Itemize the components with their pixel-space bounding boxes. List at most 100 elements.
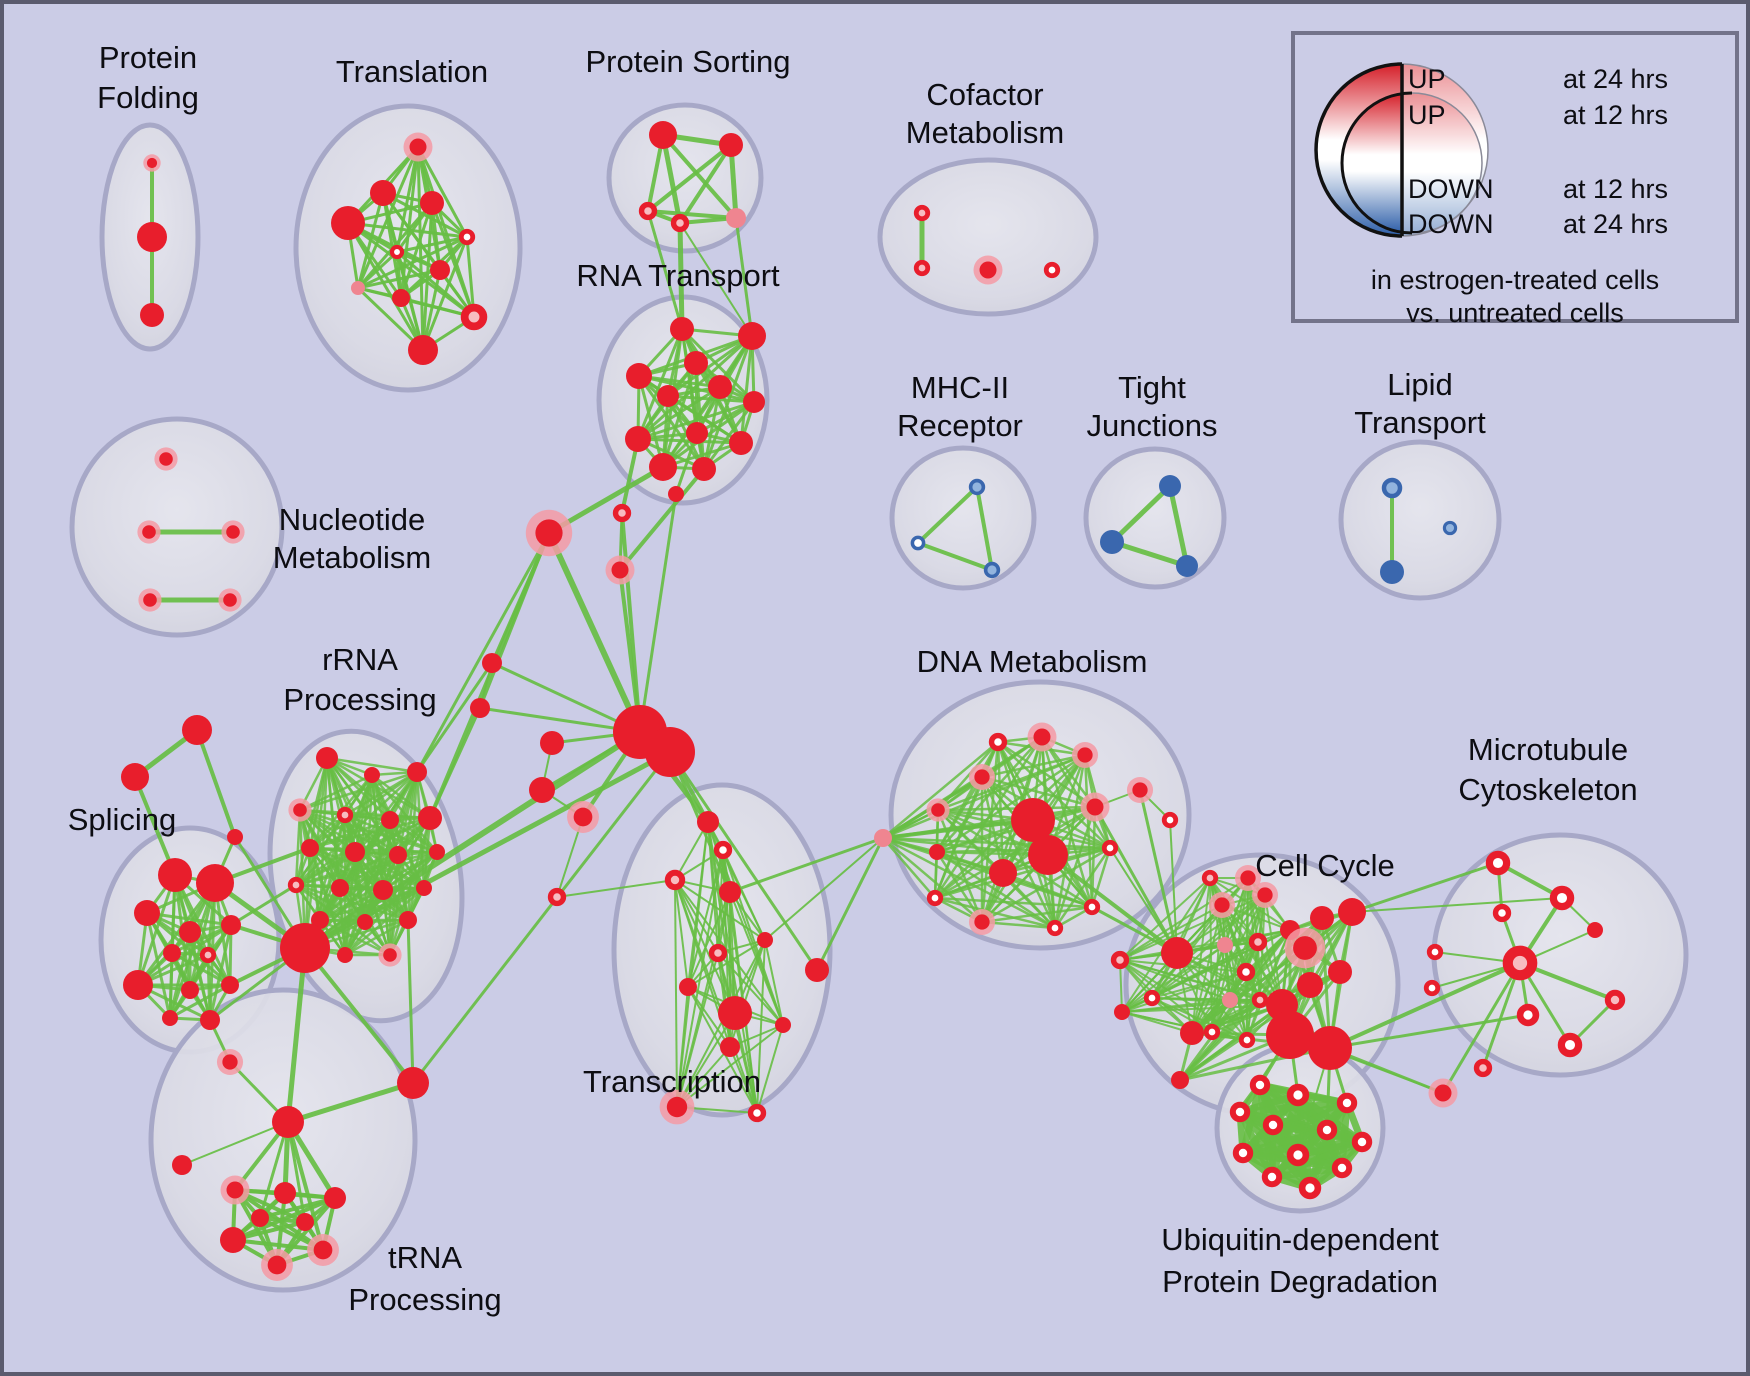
- gene-node-r: [775, 1017, 791, 1033]
- cluster-bubble-nucleotide-metabolism: [69, 416, 285, 638]
- cluster-label-rrna-processing: Processing: [283, 682, 436, 717]
- gene-node-h: [968, 908, 996, 936]
- gene-node-r: [397, 1067, 429, 1099]
- gene-node-r: [697, 811, 719, 833]
- gene-node-h: [403, 132, 433, 162]
- gene-node-w: [458, 228, 476, 246]
- legend: UP at 24 hrs UP at 12 hrs DOWN at 12 hrs DOWN a…: [1291, 31, 1739, 328]
- gene-node-r: [1308, 1026, 1352, 1070]
- gene-node-r: [482, 653, 502, 673]
- edge: [1329, 961, 1521, 1050]
- gene-node-w: [1426, 943, 1444, 961]
- edge: [428, 707, 482, 819]
- gene-node-w: [1423, 979, 1441, 997]
- gene-node-r: [684, 351, 708, 375]
- edge: [319, 888, 384, 922]
- gene-node-w: [1261, 1166, 1283, 1188]
- cluster-label-splicing: Splicing: [68, 802, 177, 837]
- edge: [739, 335, 754, 444]
- edge: [326, 756, 418, 774]
- edge: [1190, 928, 1292, 1035]
- gene-node-r: [196, 864, 234, 902]
- cluster-label-tight-junctions: Junctions: [1087, 408, 1218, 443]
- gene-node-r: [162, 1010, 178, 1026]
- gene-node-r: [220, 1227, 246, 1253]
- edge: [882, 836, 1111, 850]
- cluster-label-mhc-ii-receptor: MHC-II: [911, 370, 1009, 405]
- edge: [416, 146, 469, 238]
- gene-node-w: [1262, 1114, 1284, 1136]
- edge: [674, 879, 719, 954]
- gene-node-P: [351, 281, 365, 295]
- gene-node-r: [729, 431, 753, 455]
- gene-node-h: [525, 509, 573, 557]
- gene-node-r: [137, 222, 167, 252]
- gene-node-r: [163, 944, 181, 962]
- edge: [637, 385, 721, 441]
- edge: [295, 850, 356, 887]
- edge: [674, 879, 689, 988]
- gene-node-r: [692, 457, 716, 481]
- edge: [674, 821, 709, 881]
- gene-node-p: [913, 259, 931, 277]
- edge: [717, 952, 784, 1026]
- gene-node-r: [227, 829, 243, 845]
- edge: [729, 1046, 758, 1114]
- gene-node-w: [747, 1103, 767, 1123]
- gene-node-w: [1238, 1031, 1256, 1049]
- edge: [933, 776, 984, 899]
- gene-node-h: [1071, 741, 1099, 769]
- edge: [299, 773, 373, 812]
- gene-node-r: [670, 317, 694, 341]
- gene-node-h: [137, 520, 161, 544]
- edge: [636, 328, 684, 440]
- gene-node-r: [1180, 1021, 1204, 1045]
- cluster-label-dna-metabolism: DNA Metabolism: [917, 644, 1148, 679]
- gene-node-r: [743, 391, 765, 413]
- legend-caption: in estrogen-treated cells: [1371, 265, 1659, 295]
- gene-node-p: [612, 503, 632, 523]
- gene-node-P: [874, 829, 892, 847]
- gene-node-h: [926, 798, 950, 822]
- edge: [638, 374, 755, 404]
- gene-node-b: [1380, 560, 1404, 584]
- gene-node-r: [121, 763, 149, 791]
- edge: [637, 375, 706, 470]
- legend-time-1: at 12 hrs: [1563, 100, 1668, 130]
- gene-node-h: [288, 798, 312, 822]
- gene-node-r: [738, 322, 766, 350]
- edge: [722, 849, 784, 1026]
- gene-node-r: [679, 978, 697, 996]
- gene-node-r: [1011, 798, 1055, 842]
- edge: [1351, 861, 1499, 914]
- edge: [1329, 1013, 1529, 1050]
- gene-node-r: [200, 1010, 220, 1030]
- edge: [286, 1121, 325, 1251]
- cluster-label-ubiquitin-dependent-protein-degradation: Ubiquitin-dependent: [1161, 1222, 1439, 1257]
- gene-node-p: [664, 869, 686, 891]
- gene-node-w: [1043, 261, 1061, 279]
- gene-node-p: [1473, 1058, 1493, 1078]
- cluster-bubble-tight-junctions: [1083, 446, 1227, 590]
- edge: [546, 531, 643, 734]
- edge: [934, 896, 1056, 930]
- gene-node-r: [158, 858, 192, 892]
- gene-node-p: [708, 943, 728, 963]
- edge: [416, 146, 425, 351]
- gene-node-r: [311, 911, 329, 929]
- edge: [916, 485, 979, 545]
- gene-node-h: [143, 154, 161, 172]
- gene-node-w: [1549, 885, 1575, 911]
- gene-node-w: [1046, 919, 1064, 937]
- edge: [1046, 853, 1179, 955]
- gene-node-r: [929, 844, 945, 860]
- gene-node-h: [567, 801, 599, 833]
- gene-node-r: [221, 915, 241, 935]
- edge: [1093, 806, 1179, 954]
- edge: [339, 850, 438, 890]
- edge: [728, 144, 739, 219]
- edge: [667, 394, 755, 404]
- edge: [1091, 905, 1178, 955]
- gene-node-r: [123, 970, 153, 1000]
- edge: [299, 770, 418, 812]
